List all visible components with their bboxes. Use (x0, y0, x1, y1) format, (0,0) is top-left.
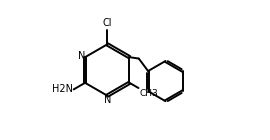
Text: H2N: H2N (52, 84, 73, 94)
Text: Cl: Cl (103, 18, 112, 28)
Text: CH3: CH3 (139, 89, 158, 98)
Text: N: N (104, 94, 112, 105)
Text: N: N (78, 52, 86, 61)
